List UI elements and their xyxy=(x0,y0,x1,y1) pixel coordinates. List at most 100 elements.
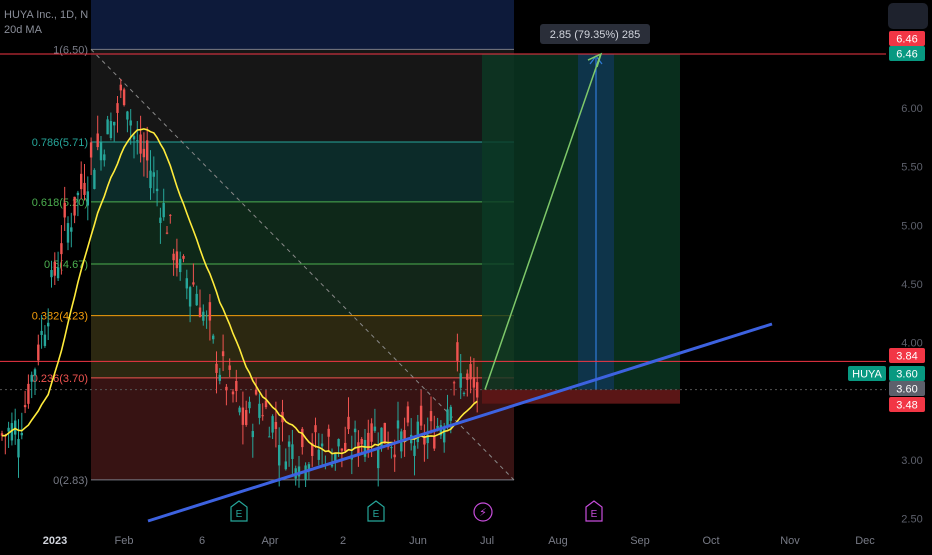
time-axis-label: Dec xyxy=(855,535,875,547)
candle-body xyxy=(0,433,4,436)
candle-body xyxy=(297,466,301,477)
candle-body xyxy=(340,448,344,451)
earnings-marker xyxy=(585,500,603,522)
candle-body xyxy=(274,421,278,429)
fib-band xyxy=(91,142,514,202)
candle-body xyxy=(396,420,400,429)
candle-body xyxy=(119,84,122,91)
candle-body xyxy=(258,403,261,418)
candle-body xyxy=(231,391,235,395)
candle-body xyxy=(413,445,416,456)
candle-body xyxy=(363,439,367,457)
price-label: 3.60 xyxy=(896,369,917,381)
candle-body xyxy=(245,410,248,425)
fib-level-label: 0.786(5.71) xyxy=(32,137,88,149)
candle-body xyxy=(185,278,188,289)
candle-body xyxy=(380,427,383,448)
candle-body xyxy=(449,406,452,421)
candle-body xyxy=(162,203,165,218)
support-trendline xyxy=(147,322,773,523)
price-tick-label: 6.00 xyxy=(901,103,922,115)
candle-body xyxy=(452,382,456,384)
dividend-marker-icon: ⚡ xyxy=(479,506,487,519)
candle-body xyxy=(175,251,179,269)
time-axis-label: Apr xyxy=(261,535,278,547)
candle-body xyxy=(146,140,149,161)
time-axis-label: 2 xyxy=(340,535,346,547)
candle-body xyxy=(278,445,281,466)
candle-body xyxy=(23,405,27,408)
earnings-marker-label: E xyxy=(236,509,243,520)
price-label: 6.46 xyxy=(896,49,917,61)
candle-body xyxy=(96,133,99,148)
candle-body xyxy=(403,429,406,441)
candle-body xyxy=(291,444,294,459)
candle-body xyxy=(373,426,377,431)
candle-body xyxy=(357,442,360,455)
candle-body xyxy=(459,373,462,388)
candle-body xyxy=(469,364,472,380)
candle-body xyxy=(142,148,146,158)
candle-body xyxy=(466,373,469,380)
candle-body xyxy=(43,334,47,346)
candle-body xyxy=(63,202,66,218)
candle-body xyxy=(215,363,218,373)
price-tick-label: 3.00 xyxy=(901,455,922,467)
symbol-header: HUYA Inc., 1D, N xyxy=(4,9,89,21)
candle-body xyxy=(109,121,113,139)
candle-body xyxy=(33,369,37,376)
menu-button[interactable] xyxy=(888,3,928,29)
price-label-bg xyxy=(889,348,925,363)
price-label-bg xyxy=(889,31,925,46)
candle-body xyxy=(221,351,225,357)
candle-body xyxy=(472,377,476,388)
candle-body xyxy=(99,141,103,161)
stop-zone xyxy=(482,389,680,404)
candle-body xyxy=(271,416,274,433)
candle-body xyxy=(393,454,396,458)
candle-body xyxy=(367,432,370,453)
candle-body xyxy=(7,427,10,432)
candle-body xyxy=(439,425,443,436)
candle-body xyxy=(443,428,446,443)
candle-body xyxy=(337,439,340,447)
time-axis-label: Oct xyxy=(702,535,719,547)
candle-body xyxy=(347,416,350,430)
candle-body xyxy=(429,411,433,422)
candle-body xyxy=(446,409,449,426)
candle-body xyxy=(248,401,251,409)
fib-level-label: 1(6.50) xyxy=(53,44,88,56)
candle-body xyxy=(317,449,320,460)
candle-body xyxy=(235,380,238,391)
candle-body xyxy=(149,170,152,189)
fib-band xyxy=(91,264,514,316)
candle-body xyxy=(27,383,30,404)
candle-body xyxy=(195,293,198,306)
candle-body xyxy=(56,267,60,279)
candle-body xyxy=(182,256,185,259)
candle-body xyxy=(83,182,86,195)
projection-arrow xyxy=(484,55,601,390)
candle-body xyxy=(47,322,50,327)
candle-body xyxy=(284,461,287,470)
candle-body xyxy=(344,442,347,452)
projection-label-bg xyxy=(540,24,650,44)
price-tick-label: 4.00 xyxy=(901,338,922,350)
price-label-bg xyxy=(889,397,925,412)
candle-body xyxy=(188,287,192,307)
candle-body xyxy=(261,415,264,417)
candle-body xyxy=(311,442,314,456)
earnings-marker-label: E xyxy=(373,509,380,520)
candle-body xyxy=(238,407,241,413)
candle-body xyxy=(89,142,93,158)
candle-body xyxy=(327,428,330,437)
price-label-bg xyxy=(848,366,886,381)
candle-body xyxy=(17,438,20,458)
price-label: 3.84 xyxy=(896,351,917,363)
candle-body xyxy=(20,432,23,436)
candle-body xyxy=(126,111,129,120)
price-tick-label: 2.50 xyxy=(901,514,922,526)
candle-body xyxy=(287,441,291,447)
